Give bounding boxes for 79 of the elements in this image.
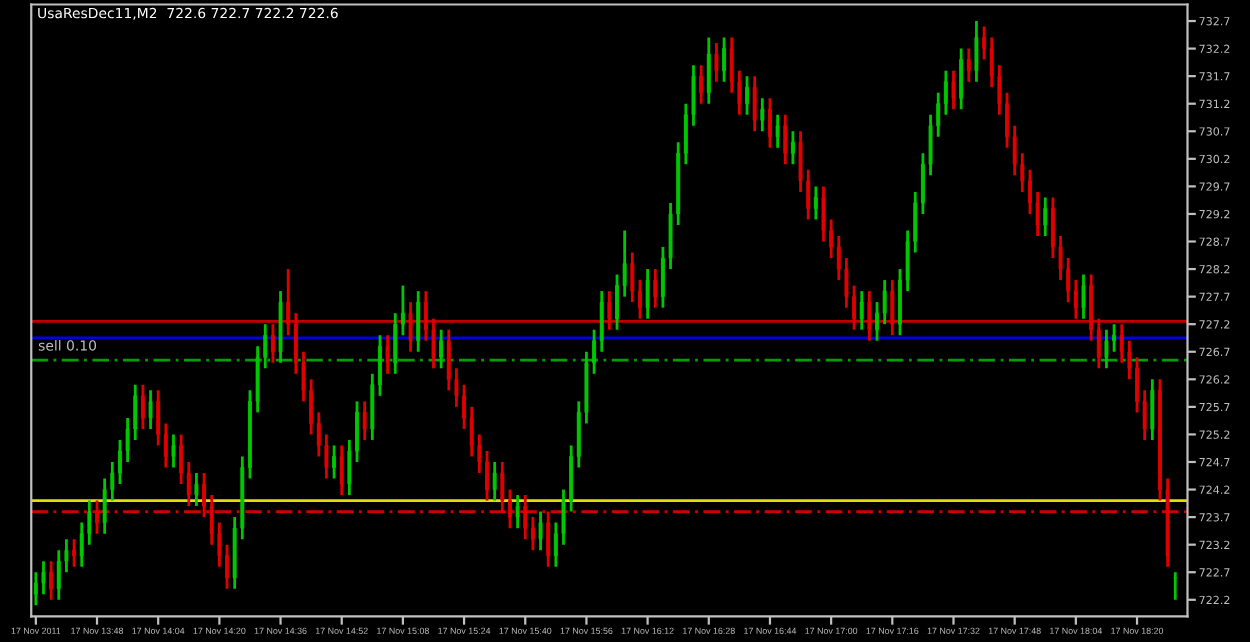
candlestick: [95, 499, 99, 536]
candlestick: [270, 322, 275, 365]
candlestick: [462, 383, 467, 431]
candlestick: [790, 129, 795, 166]
candlestick: [156, 388, 161, 447]
candlestick: [951, 69, 956, 111]
candlestick: [638, 278, 642, 321]
candlestick: [163, 422, 168, 469]
candlestick: [446, 328, 451, 392]
candlestick: [1119, 322, 1124, 365]
candlestick: [186, 460, 191, 508]
candlestick: [821, 185, 826, 243]
candlestick: [1073, 278, 1078, 321]
candlestick: [286, 267, 291, 337]
candlestick: [966, 47, 971, 84]
candlestick: [974, 19, 979, 84]
candlestick: [140, 383, 145, 431]
candlestick: [400, 284, 405, 337]
candlestick: [194, 471, 199, 508]
candlestick: [202, 471, 207, 519]
candlestick: [508, 488, 512, 530]
candlestick: [33, 570, 38, 607]
candlestick: [1096, 317, 1101, 370]
candlestick: [362, 399, 367, 442]
candlestick: [523, 493, 528, 541]
candlestick: [530, 515, 535, 552]
candlestick: [768, 96, 772, 150]
candlestick: [706, 36, 711, 106]
candlestick: [599, 289, 604, 354]
candlestick: [859, 289, 864, 332]
candlestick: [102, 477, 107, 536]
candlestick: [1089, 273, 1094, 343]
candlestick: [1112, 322, 1117, 354]
candlestick: [385, 333, 390, 376]
candlestick: [500, 460, 505, 513]
candlestick: [408, 300, 413, 354]
candlestick: [492, 460, 497, 502]
candlestick: [943, 69, 948, 117]
candlestick: [485, 449, 489, 502]
candlestick: [867, 289, 872, 343]
candlestick: [339, 444, 344, 497]
candlestick: [171, 433, 176, 469]
candlestick: [469, 405, 474, 458]
candlestick: [653, 267, 658, 310]
candlestick: [607, 289, 612, 332]
candlestick: [1081, 273, 1086, 321]
candlestick: [1043, 196, 1048, 238]
candlestick: [332, 444, 337, 480]
candlestick: [959, 47, 964, 111]
candlestick: [72, 537, 77, 569]
candlestick: [982, 25, 987, 61]
candlestick: [630, 251, 635, 304]
candlestick: [439, 328, 444, 370]
candlestick: [882, 278, 887, 326]
candlestick: [813, 185, 818, 221]
candlestick: [378, 333, 382, 398]
candlestick: [416, 289, 421, 354]
candlestick: [760, 96, 765, 133]
candlestick: [752, 74, 757, 133]
candlestick: [645, 267, 650, 321]
candlestick: [546, 510, 551, 569]
candlestick: [41, 559, 46, 596]
candlestick: [1150, 377, 1155, 442]
candlestick: [745, 74, 749, 117]
candlestick: [714, 41, 719, 84]
candlestick: [148, 388, 153, 431]
candlestick: [722, 36, 727, 84]
candlestick: [49, 559, 54, 602]
candlestick: [515, 493, 520, 530]
candlestick: [179, 433, 184, 486]
candlestick: [56, 548, 61, 602]
candlestick: [1104, 328, 1109, 370]
candlestick: [370, 372, 375, 442]
candlestick: [775, 113, 780, 150]
candlestick: [783, 113, 788, 166]
candlestick: [538, 510, 543, 552]
candlestick: [699, 63, 704, 106]
candlestick: [890, 278, 895, 337]
candlestick: [393, 311, 398, 376]
